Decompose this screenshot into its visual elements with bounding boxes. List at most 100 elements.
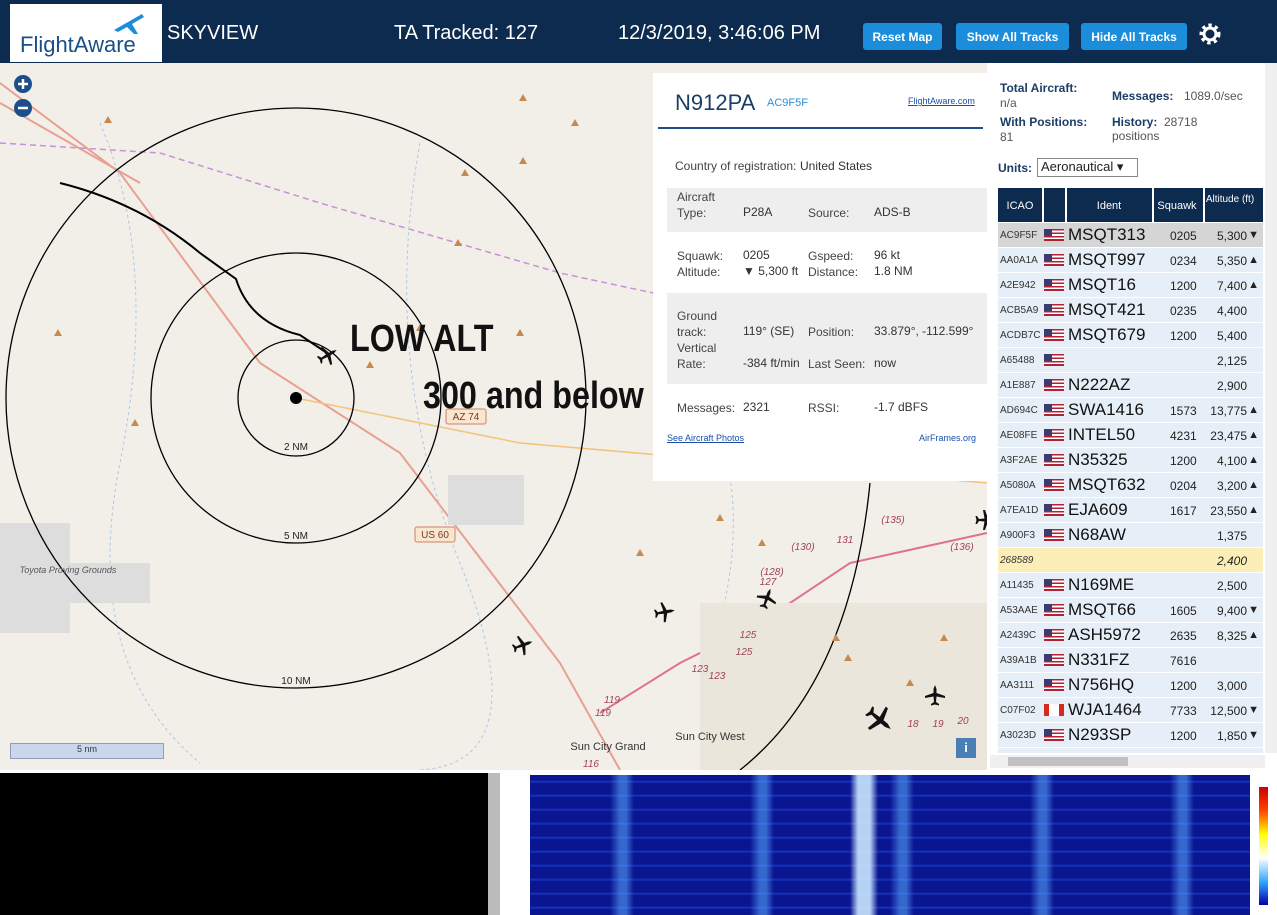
- table-row[interactable]: AC9F5F MSQT313 0205 5,300 ▼: [998, 223, 1263, 248]
- aircraft-icon[interactable]: [510, 632, 536, 658]
- table-row[interactable]: AA0A1A MSQT997 0234 5,350 ▲: [998, 248, 1263, 273]
- airframes-link[interactable]: AirFrames.org: [919, 433, 977, 443]
- table-row[interactable]: AE08FE INTEL50 4231 23,475 ▲: [998, 423, 1263, 448]
- button[interactable]: Hide All Tracks: [1081, 23, 1187, 50]
- icao: AD694C: [1000, 405, 1038, 416]
- band: [667, 188, 987, 232]
- icao: 268589: [1000, 555, 1034, 566]
- flag-us: [1044, 729, 1064, 741]
- waterfall-left: [0, 773, 488, 915]
- table-row[interactable]: A53AAE MSQT66 1605 9,400 ▼: [998, 598, 1263, 623]
- info-button[interactable]: i: [956, 738, 976, 758]
- aircraft-icon[interactable]: [925, 685, 945, 706]
- squawk: 0234: [1170, 254, 1197, 268]
- peak-marker: [716, 514, 724, 521]
- scrollbar[interactable]: [990, 755, 1265, 768]
- field-value: ▼ 5,300 ft: [743, 264, 799, 278]
- aircraft-icon[interactable]: [975, 510, 988, 530]
- ident: N169ME: [1068, 575, 1135, 594]
- table-row[interactable]: A2439C ASH5972 2635 8,325 ▲: [998, 623, 1263, 648]
- stat-label: Messages:: [1112, 89, 1174, 103]
- ident: MSQT313: [1068, 225, 1146, 244]
- logo: FlightAware: [20, 32, 136, 57]
- aircraft-icon[interactable]: [860, 700, 900, 740]
- ident: MSQT421: [1068, 300, 1146, 319]
- settings-icon[interactable]: [1198, 22, 1222, 46]
- table-row[interactable]: A7EA1D EJA609 1617 23,550 ▲: [998, 498, 1263, 523]
- road-number: 19: [932, 719, 944, 730]
- peak-marker: [366, 361, 374, 368]
- squawk: 1200: [1170, 679, 1197, 693]
- ident: MSQT679: [1068, 325, 1146, 344]
- popup-link[interactable]: FlightAware.com: [908, 96, 975, 106]
- annotation: LOW ALT: [350, 318, 494, 360]
- field-label: RSSI:: [808, 401, 840, 415]
- aircraft-icon[interactable]: [653, 600, 677, 623]
- table-row[interactable]: A5080A MSQT632 0204 3,200 ▲: [998, 473, 1263, 498]
- altitude-trend: ▼: [1248, 604, 1259, 616]
- flag-us: [1044, 479, 1064, 491]
- field-value: now: [874, 356, 897, 370]
- icao: A3F2AE: [1000, 455, 1038, 466]
- table-row[interactable]: A39A1B N331FZ 7616: [998, 648, 1263, 673]
- field-value: 1.8 NM: [874, 264, 913, 278]
- table-row[interactable]: A3F2AE N35325 1200 4,100 ▲: [998, 448, 1263, 473]
- column-header[interactable]: Squawk: [1157, 200, 1197, 212]
- squawk: 0235: [1170, 304, 1197, 318]
- table-row[interactable]: C07F02 WJA1464 7733 12,500 ▼: [998, 698, 1263, 723]
- altitude: 5,300: [1216, 229, 1247, 243]
- altitude: 5,350: [1216, 254, 1247, 268]
- ident: MSQT66: [1068, 600, 1137, 619]
- table-row[interactable]: AD694C SWA1416 1573 13,775 ▲: [998, 398, 1263, 423]
- road-number: 123: [692, 664, 709, 675]
- altitude-trend: ▲: [1248, 479, 1259, 491]
- peak-marker: [454, 239, 462, 246]
- altitude: 3,000: [1216, 679, 1247, 693]
- table-row[interactable]: 268589 2,400: [998, 548, 1263, 573]
- field-label: Altitude:: [677, 265, 721, 279]
- flag-us: [1044, 304, 1064, 316]
- ident: MSQT16: [1068, 275, 1137, 294]
- scrollbar[interactable]: [1265, 63, 1277, 753]
- icao: A900F3: [1000, 530, 1036, 541]
- zoom-controls[interactable]: [12, 74, 36, 120]
- icao: AE08FE: [1000, 430, 1038, 441]
- table-row[interactable]: AA3111 N756HQ 1200 3,000: [998, 673, 1263, 698]
- ring-label: 10 NM: [281, 676, 310, 687]
- photos-link[interactable]: See Aircraft Photos: [667, 433, 745, 443]
- aircraft-icon[interactable]: [314, 341, 342, 369]
- table-row[interactable]: A11435 N169ME 2,500: [998, 573, 1263, 598]
- table-row[interactable]: A5413AN438E267511,000: [998, 748, 1263, 753]
- table-row[interactable]: ACDB7C MSQT679 1200 5,400: [998, 323, 1263, 348]
- column-header[interactable]: Altitude (ft): [1205, 194, 1255, 205]
- field-value: P28A: [743, 205, 773, 219]
- table-row[interactable]: A900F3 N68AW 1,375: [998, 523, 1263, 548]
- table-row[interactable]: ACB5A9 MSQT421 0235 4,400: [998, 298, 1263, 323]
- column-header[interactable]: Ident: [1096, 200, 1122, 212]
- altitude-trend: ▲: [1248, 504, 1259, 516]
- button[interactable]: Reset Map: [863, 23, 942, 50]
- button[interactable]: Show All Tracks: [956, 23, 1069, 50]
- altitude: 8,325: [1216, 629, 1247, 643]
- band: [667, 293, 987, 384]
- units-select[interactable]: Aeronautical ▾: [1037, 158, 1138, 177]
- ident: EJA609: [1068, 500, 1128, 519]
- altitude: 2,500: [1216, 579, 1247, 593]
- road-number: 20: [956, 716, 969, 727]
- field-label: Last Seen:: [808, 357, 866, 371]
- altitude: 9,400: [1216, 604, 1247, 618]
- flag-us: [1044, 404, 1064, 416]
- ident: N222AZ: [1068, 375, 1131, 394]
- popup-callsign: N912PA: [675, 90, 756, 115]
- icao: A39A1B: [1000, 655, 1037, 666]
- table-row[interactable]: A1E887 N222AZ 2,900: [998, 373, 1263, 398]
- road-number: 125: [740, 630, 757, 641]
- place-label: Sun City Grand: [570, 741, 645, 753]
- table-row[interactable]: A2E942 MSQT16 1200 7,400 ▲: [998, 273, 1263, 298]
- table-row[interactable]: A3023D N293SP 1200 1,850 ▼: [998, 723, 1263, 748]
- ring-label: 5 NM: [284, 531, 308, 542]
- aircraft-icon[interactable]: [754, 585, 780, 611]
- column-header[interactable]: ICAO: [1006, 200, 1034, 212]
- table-row[interactable]: A65488 2,125: [998, 348, 1263, 373]
- field-label: Messages:: [677, 401, 736, 415]
